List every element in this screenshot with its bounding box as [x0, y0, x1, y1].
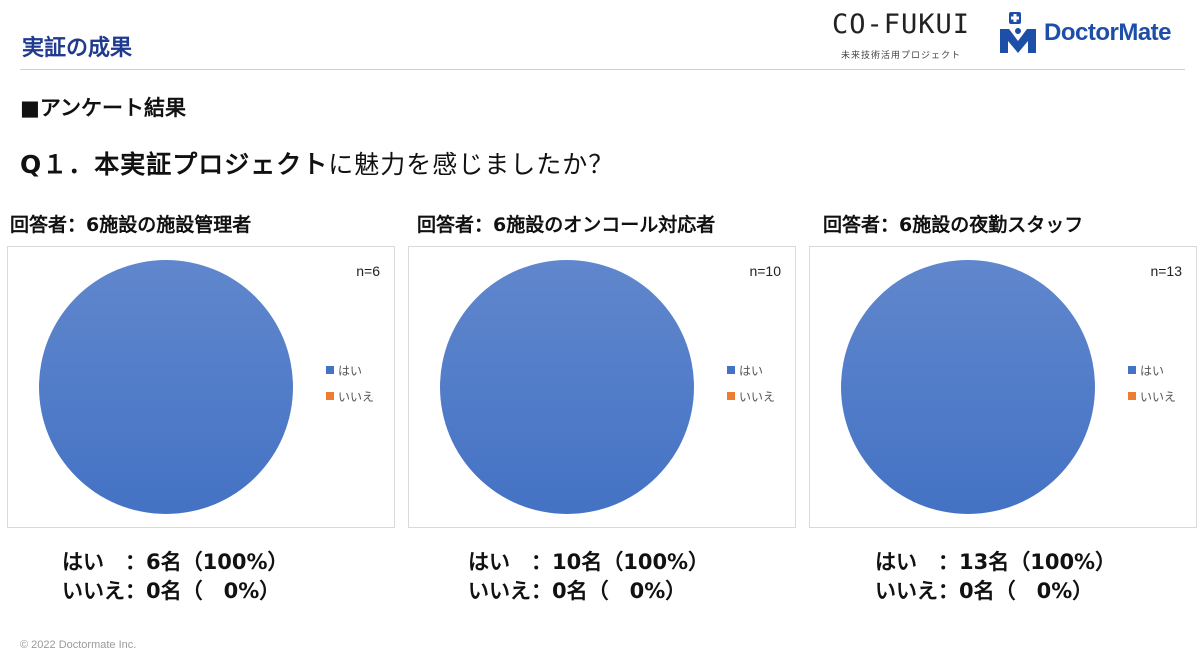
- legend-item-no: いいえ: [1128, 383, 1176, 409]
- legend-swatch-no: [727, 392, 735, 400]
- legend-swatch-yes: [727, 366, 735, 374]
- legend-label: はい: [739, 363, 764, 378]
- legend-item-yes: はい: [1128, 357, 1176, 383]
- cofukui-logo-subtitle: 未来技術活用プロジェクト: [840, 51, 961, 61]
- result-summary-oncall: はい ：10名（100%） いいえ：0名（ 0%）: [468, 548, 709, 606]
- result-yes: はい ：13名（100%）: [875, 550, 1117, 574]
- result-no: いいえ：0名（ 0%）: [468, 579, 687, 603]
- pie-chart-night-staff: n=13 はい いいえ: [809, 246, 1197, 528]
- doctormate-mark-icon: [1000, 12, 1036, 53]
- legend: はい いいえ: [1128, 357, 1176, 409]
- legend-label: はい: [1140, 363, 1165, 378]
- question-normal: に魅力を感じましたか？: [328, 150, 615, 179]
- legend-swatch-no: [326, 392, 334, 400]
- copyright: © 2022 Doctormate Inc.: [20, 639, 137, 651]
- legend: はい いいえ: [326, 357, 374, 409]
- legend-swatch-no: [1128, 392, 1136, 400]
- legend-item-yes: はい: [727, 357, 775, 383]
- legend: はい いいえ: [727, 357, 775, 409]
- page-title: 実証の成果: [22, 36, 133, 61]
- n-label: n=10: [749, 263, 781, 279]
- legend-label: いいえ: [1140, 389, 1177, 404]
- legend-item-yes: はい: [326, 357, 374, 383]
- legend-item-no: いいえ: [326, 383, 374, 409]
- result-yes: はい ：10名（100%）: [468, 550, 710, 574]
- doctormate-logo-text: DoctorMate: [1044, 19, 1172, 46]
- result-yes: はい ：6名（100%）: [62, 550, 289, 574]
- result-summary-managers: はい ：6名（100%） いいえ：0名（ 0%）: [62, 548, 289, 606]
- result-summary-night-staff: はい ：13名（100%） いいえ：0名（ 0%）: [875, 548, 1116, 606]
- result-no: いいえ：0名（ 0%）: [62, 579, 281, 603]
- legend-label: いいえ: [739, 389, 776, 404]
- panel-title-night-staff: 回答者：6施設の夜勤スタッフ: [823, 214, 1084, 236]
- legend-label: はい: [338, 363, 363, 378]
- pie-svg-night-staff: [841, 260, 1095, 514]
- question-heading: Q１．本実証プロジェクトに魅力を感じましたか？: [20, 145, 614, 181]
- pie-chart-managers: n=6 はい いいえ: [7, 246, 395, 528]
- legend-swatch-yes: [1128, 366, 1136, 374]
- doctormate-logo: DoctorMate: [996, 10, 1188, 56]
- pie-svg-oncall: [440, 260, 694, 514]
- cofukui-logo: CO-FUKUI 未来技術活用プロジェクト: [826, 8, 976, 66]
- n-label: n=6: [356, 263, 380, 279]
- result-no: いいえ：0名（ 0%）: [875, 579, 1094, 603]
- pie-chart-oncall: n=10 はい いいえ: [408, 246, 796, 528]
- n-label: n=13: [1150, 263, 1182, 279]
- pie-slice-yes: [841, 260, 1095, 514]
- panel-title-managers: 回答者：6施設の施設管理者: [10, 214, 252, 236]
- pie-slice-yes: [440, 260, 694, 514]
- panel-title-oncall: 回答者：6施設のオンコール対応者: [417, 214, 716, 236]
- question-bold: Q１．本実証プロジェクト: [20, 150, 329, 179]
- header-divider: [20, 69, 1185, 70]
- legend-label: いいえ: [338, 389, 375, 404]
- cofukui-logo-text: CO-FUKUI: [831, 9, 971, 40]
- legend-item-no: いいえ: [727, 383, 775, 409]
- section-label: ■アンケート結果: [20, 96, 187, 120]
- pie-svg-managers: [39, 260, 293, 514]
- pie-slice-yes: [39, 260, 293, 514]
- legend-swatch-yes: [326, 366, 334, 374]
